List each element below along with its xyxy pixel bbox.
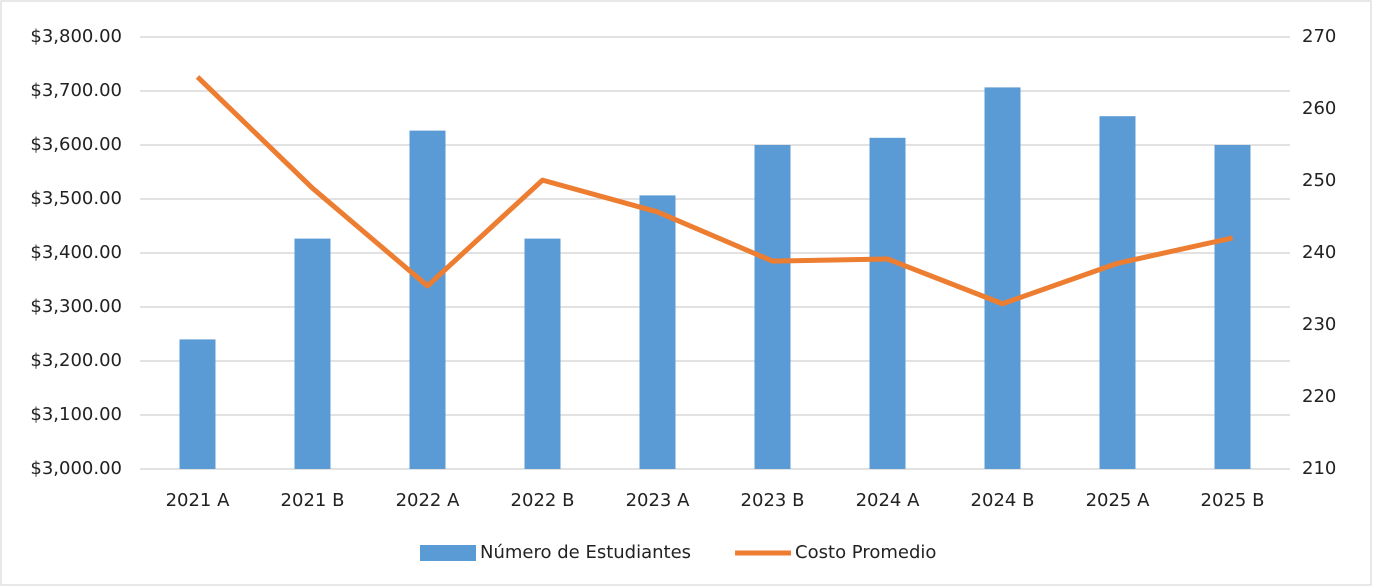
bar [409,130,446,469]
bar [179,339,216,469]
x-tick-label: 2024 A [856,490,921,511]
bar [984,87,1021,470]
x-tick-label: 2023 B [741,490,805,511]
x-tick-label: 2022 B [511,490,575,511]
y2-tick-label: 220 [1302,386,1336,407]
y-tick-label: $3,700.00 [30,80,122,101]
legend-swatch [420,545,476,561]
legend-label: Costo Promedio [795,542,936,563]
y-tick-label: $3,100.00 [30,404,122,425]
y2-tick-label: 250 [1302,170,1336,191]
bar [294,238,331,469]
bar [524,238,561,469]
y2-tick-label: 240 [1302,242,1336,263]
y-tick-label: $3,300.00 [30,296,122,317]
bar [869,137,906,470]
y-tick-label: $3,200.00 [30,350,122,371]
legend-label: Número de Estudiantes [480,542,691,563]
y-tick-label: $3,000.00 [30,458,122,479]
x-tick-label: 2024 B [971,490,1035,511]
y-tick-label: $3,600.00 [30,134,122,155]
y-tick-label: $3,400.00 [30,242,122,263]
bar [1099,116,1136,469]
x-tick-label: 2021 B [281,490,345,511]
x-tick-label: 2025 B [1201,490,1265,511]
x-tick-label: 2022 A [396,490,461,511]
y2-tick-label: 260 [1302,98,1336,119]
y2-tick-label: 230 [1302,314,1336,335]
x-tick-label: 2023 A [626,490,691,511]
bar [1214,145,1251,469]
line [195,75,1234,307]
x-tick-label: 2021 A [166,490,231,511]
y2-tick-label: 210 [1302,458,1336,479]
y-tick-label: $3,500.00 [30,188,122,209]
y2-tick-label: 270 [1302,26,1336,47]
x-tick-label: 2025 A [1086,490,1151,511]
bar [754,145,791,469]
bar [639,195,676,469]
y-tick-label: $3,800.00 [30,26,122,47]
